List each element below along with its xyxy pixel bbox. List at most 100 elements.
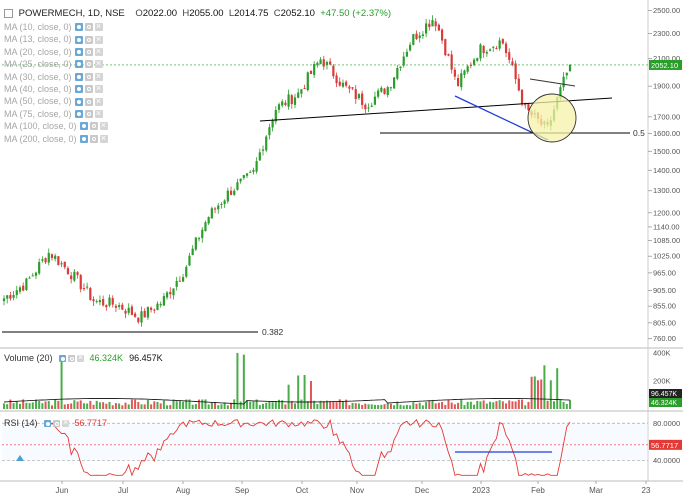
close-icon[interactable] <box>94 95 103 107</box>
gear-icon[interactable] <box>84 85 93 94</box>
candle-body <box>223 200 226 205</box>
candle-body <box>92 299 95 302</box>
gear-icon[interactable] <box>84 72 93 81</box>
close-icon[interactable] <box>99 119 108 132</box>
candle-body <box>233 190 236 195</box>
gear-icon[interactable] <box>84 35 93 44</box>
eye-icon[interactable] <box>74 97 83 106</box>
candle-body <box>338 81 341 86</box>
volume-bar <box>466 401 469 409</box>
rsi-band <box>2 423 648 461</box>
volume-bar <box>137 401 140 409</box>
candle-body <box>15 290 18 296</box>
eye-icon[interactable] <box>79 134 88 143</box>
eye-icon[interactable] <box>74 109 83 118</box>
eye-icon[interactable] <box>58 354 66 362</box>
eye-icon[interactable] <box>74 35 83 44</box>
candle-body <box>162 296 165 306</box>
candle-body <box>565 72 568 76</box>
volume-bar <box>569 400 571 409</box>
close-icon[interactable] <box>94 82 103 95</box>
volume-bar <box>3 403 5 409</box>
alert-icon <box>16 455 24 461</box>
candle-body <box>293 97 297 105</box>
volume-bar <box>143 404 146 409</box>
candle-body <box>95 301 98 303</box>
candle-body <box>18 287 22 292</box>
eye-icon[interactable] <box>74 23 83 32</box>
close-icon[interactable] <box>94 107 103 119</box>
candle-body <box>258 152 261 161</box>
eye-icon[interactable] <box>74 60 83 69</box>
ma-indicator-row[interactable]: MA (100, close, 0) <box>4 119 108 132</box>
close-icon[interactable] <box>76 352 85 362</box>
expand-icon[interactable] <box>4 8 13 18</box>
volume-bar <box>220 404 223 409</box>
ma-indicator-row[interactable]: MA (10, close, 0) <box>4 20 108 33</box>
close-icon[interactable] <box>94 45 103 57</box>
gear-icon[interactable] <box>67 354 75 362</box>
candle-body <box>54 255 57 259</box>
volume-bar <box>182 401 185 409</box>
volume-bar <box>265 402 268 409</box>
ma-indicator-row[interactable]: MA (13, close, 0) <box>4 33 108 45</box>
candle-body <box>217 205 220 210</box>
eye-icon[interactable] <box>43 419 51 427</box>
ma-indicator-row[interactable]: MA (25, close, 0) <box>4 57 108 70</box>
ma-indicator-row[interactable]: MA (40, close, 0) <box>4 82 108 95</box>
price-axis-label: 965.00 <box>653 268 676 277</box>
candle-body <box>357 94 361 99</box>
volume-bar <box>476 400 479 409</box>
gear-icon[interactable] <box>52 419 60 427</box>
eye-icon[interactable] <box>79 122 88 131</box>
volume-bar <box>191 404 194 409</box>
gear-icon[interactable] <box>89 122 98 131</box>
ma-indicator-row[interactable]: MA (20, close, 0) <box>4 45 108 58</box>
candle-body <box>175 280 178 287</box>
ma-indicator-row[interactable]: MA (200, close, 0) <box>4 132 108 145</box>
gear-icon[interactable] <box>84 97 93 106</box>
volume-bar <box>306 401 309 409</box>
candle-body <box>514 63 517 80</box>
candle-body <box>86 286 89 288</box>
gear-icon[interactable] <box>84 23 93 32</box>
volume-bar <box>553 401 556 409</box>
candle-body <box>213 208 217 210</box>
volume-bar <box>12 403 15 409</box>
close-icon[interactable] <box>94 20 103 33</box>
close-icon[interactable] <box>94 33 103 45</box>
close-icon[interactable] <box>94 70 103 82</box>
gear-icon[interactable] <box>89 134 98 143</box>
candle-body <box>121 304 124 310</box>
close-icon[interactable] <box>94 57 103 70</box>
volume-bar <box>495 401 498 409</box>
gear-icon[interactable] <box>84 109 93 118</box>
eye-icon[interactable] <box>74 72 83 81</box>
volume-bar <box>57 400 60 409</box>
volume-bar <box>521 399 524 409</box>
candle-body <box>73 271 76 281</box>
close-icon[interactable] <box>99 132 108 144</box>
candle-body <box>127 307 130 313</box>
ma-indicator-label: MA (50, close, 0) <box>4 96 72 107</box>
eye-icon[interactable] <box>74 47 83 56</box>
volume-bar <box>505 403 508 409</box>
volume-bar <box>431 399 434 409</box>
candle-body <box>98 300 102 303</box>
volume-bar <box>405 404 408 409</box>
volume-bar <box>105 403 108 409</box>
volume-bar <box>255 399 258 409</box>
candle-body <box>415 33 418 40</box>
volume-bar <box>533 376 536 409</box>
close-icon[interactable] <box>61 417 70 427</box>
ma-indicator-row[interactable]: MA (50, close, 0) <box>4 95 108 107</box>
eye-icon[interactable] <box>74 85 83 94</box>
ma-indicator-row[interactable]: MA (30, close, 0) <box>4 70 108 83</box>
gear-icon[interactable] <box>84 47 93 56</box>
volume-bar <box>41 403 44 409</box>
ma-indicator-row[interactable]: MA (75, close, 0) <box>4 107 108 120</box>
candle-body <box>402 56 405 66</box>
gear-icon[interactable] <box>84 60 93 69</box>
